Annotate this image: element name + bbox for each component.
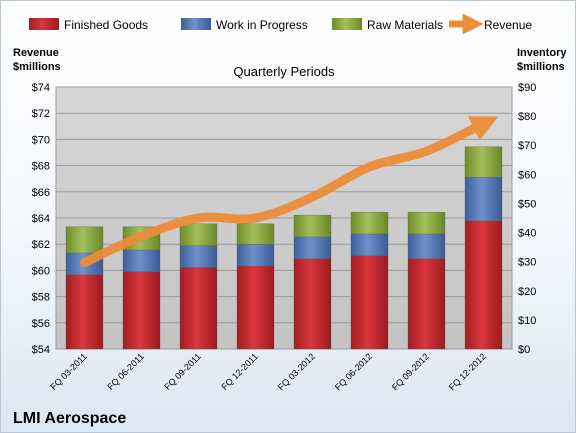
bars: [65, 146, 503, 350]
right-tick-label: $20: [518, 286, 536, 298]
left-tick-label: $72: [32, 108, 50, 120]
legend-swatch-raw-materials: [332, 18, 362, 30]
company-name: LMI Aerospace: [13, 410, 126, 427]
left-axis-title-line1: Revenue: [13, 47, 59, 59]
bar-work-in-progress: [236, 244, 275, 267]
bar-raw-materials: [236, 223, 275, 245]
bar-raw-materials: [350, 212, 389, 235]
right-tick-label: $50: [518, 198, 536, 210]
bar-finished-goods: [407, 258, 446, 350]
x-tick-label: FQ 06-2012: [333, 351, 374, 392]
legend-swatch-work-in-progress: [181, 18, 211, 30]
left-tick-label: $66: [32, 187, 50, 199]
x-tick-label: FQ 03-2012: [276, 351, 317, 392]
left-tick-label: $54: [32, 344, 50, 356]
legend-label-revenue: Revenue: [484, 18, 532, 32]
right-tick-label: $90: [518, 82, 536, 94]
bar-work-in-progress: [179, 245, 218, 268]
bar-finished-goods: [122, 271, 161, 350]
bar-finished-goods: [350, 255, 389, 350]
left-tick-label: $60: [32, 265, 50, 277]
x-tick-label: FQ 06-2011: [105, 351, 146, 392]
right-tick-label: $0: [518, 344, 530, 356]
x-tick-label: FQ 09-2012: [390, 351, 431, 392]
bar-raw-materials: [464, 146, 503, 178]
chart-subtitle: Quarterly Periods: [233, 64, 335, 79]
left-tick-label: $56: [32, 318, 50, 330]
bar-work-in-progress: [122, 249, 161, 273]
right-tick-label: $10: [518, 315, 536, 327]
legend-swatch-finished-goods: [29, 18, 59, 30]
right-tick-label: $70: [518, 140, 536, 152]
legend-item-work-in-progress: Work in Progress: [181, 18, 308, 32]
left-tick-label: $64: [32, 213, 50, 225]
bar-raw-materials: [65, 226, 104, 254]
bar-finished-goods: [236, 265, 275, 350]
bar-work-in-progress: [350, 233, 389, 256]
left-axis-title-line2: $millions: [13, 61, 61, 73]
bar-raw-materials: [293, 214, 332, 238]
left-tick-label: $68: [32, 161, 50, 173]
bar-finished-goods: [65, 274, 104, 350]
x-tick-label: FQ 03-2011: [48, 351, 89, 392]
legend-label-raw-materials: Raw Materials: [367, 18, 443, 32]
legend: Finished Goods Work in Progress Raw Mate…: [29, 13, 532, 35]
left-tick-label: $62: [32, 239, 50, 251]
x-tick-label: FQ 12-2012: [447, 351, 488, 392]
left-tick-label: $58: [32, 292, 50, 304]
revenue-line-layer: [80, 116, 499, 268]
right-tick-label: $60: [518, 169, 536, 181]
bar-raw-materials: [179, 223, 218, 246]
bar-raw-materials: [407, 212, 446, 235]
legend-item-finished-goods: Finished Goods: [29, 18, 148, 32]
right-tick-label: $30: [518, 257, 536, 269]
legend-item-revenue: Revenue: [449, 13, 532, 35]
right-tick-label: $40: [518, 228, 536, 240]
right-axis-ticks: $0 $10 $20 $30 $40 $50 $60 $70 $80 $90: [518, 82, 536, 356]
left-axis-ticks: $54 $56 $58 $60 $62 $64 $66 $68 $70 $72 $74: [32, 82, 50, 356]
x-axis-ticks: FQ 03-2011 FQ 06-2011 FQ 09-2011 FQ 12-2011…: [48, 351, 488, 392]
bar-finished-goods: [293, 258, 332, 350]
legend-label-finished-goods: Finished Goods: [64, 18, 148, 32]
legend-label-work-in-progress: Work in Progress: [216, 18, 308, 32]
right-axis-title-line1: Inventory: [517, 47, 567, 59]
right-tick-label: $80: [518, 111, 536, 123]
bar-work-in-progress: [293, 236, 332, 259]
bar-finished-goods: [464, 220, 503, 350]
bar-work-in-progress: [407, 233, 446, 259]
bar-finished-goods: [179, 267, 218, 350]
legend-item-raw-materials: Raw Materials: [332, 18, 443, 32]
revenue-line: [80, 116, 499, 268]
bar-work-in-progress: [464, 177, 503, 222]
left-tick-label: $74: [32, 82, 50, 94]
x-tick-label: FQ 12-2011: [219, 351, 260, 392]
x-tick-label: FQ 09-2011: [162, 351, 203, 392]
right-axis-title-line2: $millions: [517, 61, 565, 73]
left-tick-label: $70: [32, 134, 50, 146]
